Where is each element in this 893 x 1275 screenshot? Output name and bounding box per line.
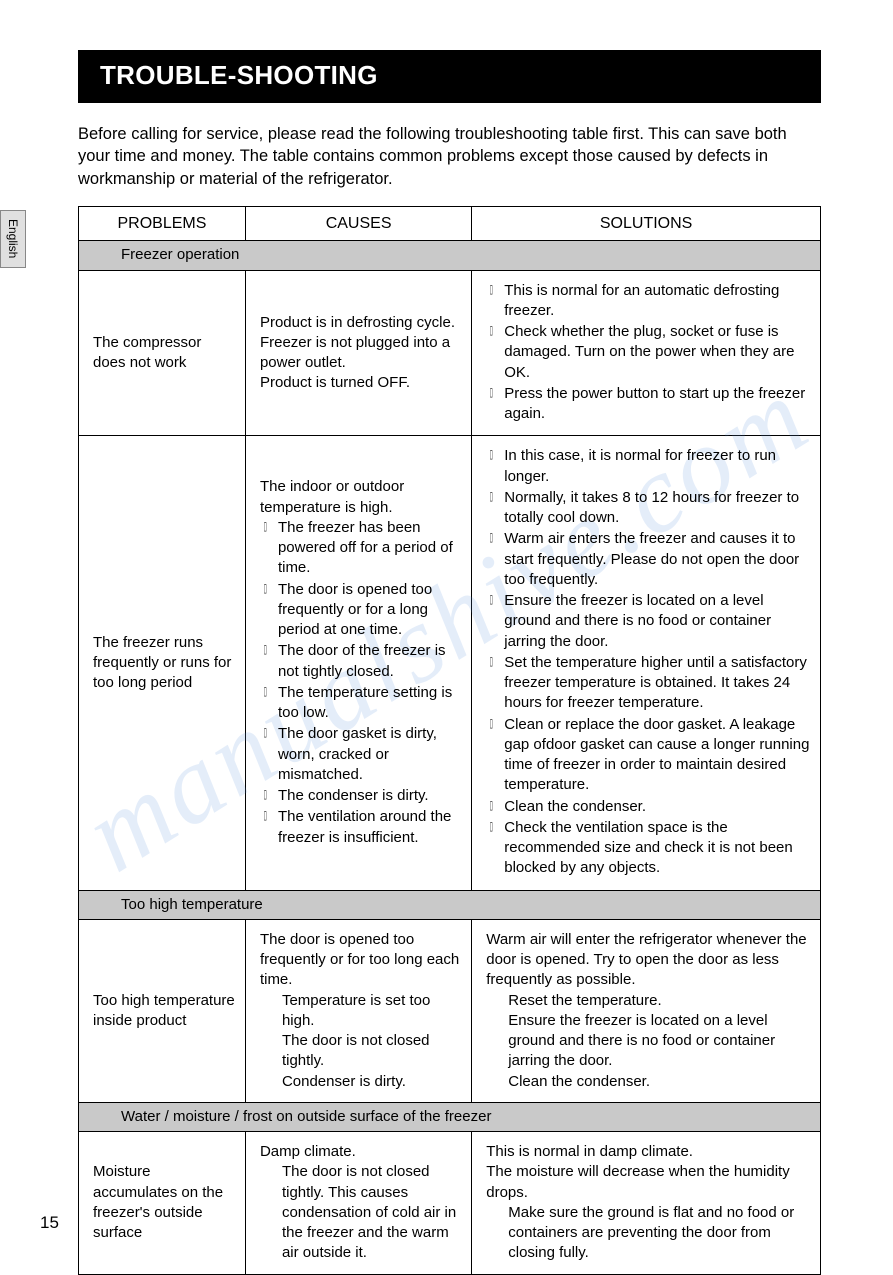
header-solutions: SOLUTIONS [472,206,821,241]
problem-cell: The freezer runs frequently or runs for … [79,436,246,890]
intro-paragraph: Before calling for service, please read … [78,123,821,190]
cause-line: The door is not closed tightly. [260,1031,461,1072]
cause-item: The condenser is dirty. [260,786,461,806]
cause-item: The ventilation around the freezer is in… [260,807,461,848]
table-row: The freezer runs frequently or runs for … [79,436,821,890]
section-too-high-temperature: Too high temperature [79,890,821,919]
solution-item: This is normal for an automatic defrosti… [486,281,810,322]
cause-line: Product is in defrosting cycle. [260,313,461,333]
troubleshooting-table: PROBLEMS CAUSES SOLUTIONS Freezer operat… [78,206,821,1275]
solution-item: Set the temperature higher until a satis… [486,653,810,714]
header-causes: CAUSES [245,206,471,241]
page-content: TROUBLE-SHOOTING Before calling for serv… [0,0,893,1275]
table-row: Too high temperature [79,890,821,919]
solution-line: Reset the temperature. [486,991,810,1011]
table-header-row: PROBLEMS CAUSES SOLUTIONS [79,206,821,241]
cause-item: The door gasket is dirty, worn, cracked … [260,724,461,785]
solution-line: Ensure the freezer is located on a level… [486,1011,810,1072]
solution-item: In this case, it is normal for freezer t… [486,446,810,487]
cause-item: The temperature setting is too low. [260,683,461,724]
solution-item: Clean or replace the door gasket. A leak… [486,715,810,796]
solution-item: Normally, it takes 8 to 12 hours for fre… [486,488,810,529]
solution-line: This is normal in damp climate. [486,1142,810,1162]
solution-item: Clean the condenser. [486,797,810,817]
cause-cell: The door is opened too frequently or for… [245,919,471,1102]
cause-item: The door is opened too frequently or for… [260,580,461,641]
solution-line: Warm air will enter the refrigerator whe… [486,930,810,991]
solution-cell: This is normal in damp climate. The mois… [472,1132,821,1275]
cause-line: Damp climate. [260,1142,461,1162]
cause-line: Freezer is not plugged into a power outl… [260,333,461,374]
cause-line: Condenser is dirty. [260,1072,461,1092]
solution-line: Make sure the ground is flat and no food… [486,1203,810,1264]
cause-line: The indoor or outdoor temperature is hig… [260,477,461,518]
section-freezer-operation: Freezer operation [79,241,821,270]
cause-line: Temperature is set too high. [260,991,461,1032]
cause-item: The door of the freezer is not tightly c… [260,641,461,682]
cause-line: Product is turned OFF. [260,373,461,393]
cause-line: The door is opened too frequently or for… [260,930,461,991]
solution-cell: This is normal for an automatic defrosti… [472,270,821,436]
cause-cell: Product is in defrosting cycle. Freezer … [245,270,471,436]
table-row: The compressor does not work Product is … [79,270,821,436]
language-tab: English [0,210,26,268]
solution-item: Warm air enters the freezer and causes i… [486,529,810,590]
cause-cell: The indoor or outdoor temperature is hig… [245,436,471,890]
problem-cell: Too high temperature inside product [79,919,246,1102]
table-row: Too high temperature inside product The … [79,919,821,1102]
cause-item: The freezer has been powered off for a p… [260,518,461,579]
table-row: Freezer operation [79,241,821,270]
cause-cell: Damp climate. The door is not closed tig… [245,1132,471,1275]
problem-cell: Moisture accumulates on the freezer's ou… [79,1132,246,1275]
problem-cell: The compressor does not work [79,270,246,436]
page-number: 15 [40,1213,59,1233]
solution-item: Ensure the freezer is located on a level… [486,591,810,652]
section-water-moisture-frost: Water / moisture / frost on outside surf… [79,1102,821,1131]
page-title: TROUBLE-SHOOTING [78,50,821,103]
solution-item: Press the power button to start up the f… [486,384,810,425]
table-row: Water / moisture / frost on outside surf… [79,1102,821,1131]
cause-line: The door is not closed tightly. This cau… [260,1162,461,1263]
header-problems: PROBLEMS [79,206,246,241]
solution-item: Check the ventilation space is the recom… [486,818,810,879]
solution-cell: Warm air will enter the refrigerator whe… [472,919,821,1102]
solution-cell: In this case, it is normal for freezer t… [472,436,821,890]
table-row: Moisture accumulates on the freezer's ou… [79,1132,821,1275]
solution-line: Clean the condenser. [486,1072,810,1092]
solution-line: The moisture will decrease when the humi… [486,1162,810,1203]
solution-item: Check whether the plug, socket or fuse i… [486,322,810,383]
